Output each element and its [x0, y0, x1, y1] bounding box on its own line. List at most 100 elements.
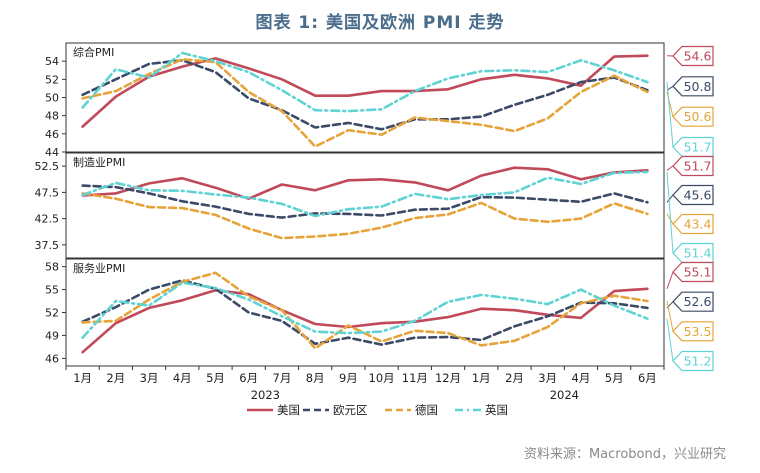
callout-value: 43.4 — [684, 217, 712, 232]
legend-label: 德国 — [415, 403, 438, 417]
legend-item-germany: 德国 — [385, 403, 438, 417]
panel-title: 综合PMI — [73, 45, 114, 59]
end-value-callout-us: 54.6 — [666, 45, 714, 67]
callout-box — [672, 291, 714, 312]
legend-label: 美国 — [277, 403, 300, 417]
callout-box — [672, 76, 714, 97]
series-line-germany — [81, 192, 649, 240]
series-line-germany — [81, 57, 649, 148]
callout-value: 55.1 — [684, 265, 712, 280]
panel-title: 制造业PMI — [73, 155, 125, 169]
callout-value: 51.7 — [684, 159, 712, 174]
x-tick-label: 5月 — [206, 371, 225, 385]
callout-value: 51.7 — [684, 140, 712, 155]
legend-item-us: 美国 — [247, 403, 300, 417]
callout-box — [672, 261, 714, 283]
x-tick-label: 2月 — [505, 371, 524, 385]
callout-value: 53.5 — [684, 324, 712, 339]
callout-leader — [666, 82, 674, 148]
x-tick-label: 1月 — [472, 371, 491, 385]
legend-item-eurozone: 欧元区 — [303, 403, 368, 417]
y-tick-label: 42.5 — [35, 213, 60, 226]
legend: 美国 欧元区 德国 英国 — [247, 403, 508, 417]
callout-box — [672, 184, 714, 206]
callout-value: 45.6 — [684, 188, 712, 203]
y-tick-label: 49 — [45, 329, 59, 342]
x-tick-label: 6月 — [239, 371, 258, 385]
x-axis: 1月 2月 3月 4月 5月 6月 7月 8月 9月 10月 11月 12月 1月 2月 3月 4月 5月 6月 2… — [65, 366, 665, 402]
end-value-callout-germany: 53.5 — [666, 300, 714, 342]
end-value-callout-us: 51.7 — [666, 155, 714, 177]
panel-frame — [65, 258, 665, 367]
legend-label: 英国 — [485, 403, 508, 417]
legend-item-uk: 英国 — [455, 403, 508, 417]
x-tick-label: 3月 — [538, 371, 557, 385]
x-tick-label: 6月 — [638, 371, 657, 385]
y-tick-label: 37.5 — [35, 239, 60, 252]
end-value-callout-us: 55.1 — [666, 261, 714, 289]
x-tick-label: 4月 — [173, 371, 192, 385]
series-line-uk — [81, 51, 649, 113]
series-line-eurozone — [81, 184, 649, 219]
callout-leader — [666, 171, 674, 254]
panel-frame — [65, 152, 665, 259]
x-tick-label: 4月 — [572, 371, 591, 385]
end-value-callout-germany: 43.4 — [666, 213, 714, 235]
callout-value: 51.4 — [684, 246, 712, 261]
y-tick-label: 52 — [45, 307, 59, 320]
x-tick-label: 10月 — [369, 371, 395, 385]
y-tick-label: 58 — [45, 261, 59, 274]
series-line-us — [81, 54, 649, 128]
figure-title: 图表 1: 美国及欧洲 PMI 走势 — [255, 13, 505, 33]
y-tick-label: 48 — [45, 110, 59, 123]
x-tick-label: 12月 — [435, 371, 461, 385]
series-line-eurozone — [81, 279, 649, 346]
callout-box — [672, 45, 714, 67]
end-value-callout-uk: 51.7 — [666, 82, 714, 158]
y-tick-label: 52.5 — [35, 160, 60, 173]
x-tick-label: 11月 — [402, 371, 428, 385]
x-tick-label: 2月 — [106, 371, 125, 385]
year-label-2024: 2024 — [550, 388, 579, 402]
y-tick-label: 47.5 — [35, 186, 60, 199]
x-tick-label: 8月 — [306, 371, 325, 385]
y-tick-label: 46 — [45, 128, 59, 141]
year-label-2023: 2023 — [251, 388, 280, 402]
panel-2: 制造业PMI 37.5 42.5 47.5 52.5 51.7 45.6 43.4 51.4 — [35, 152, 714, 264]
callout-value: 51.2 — [684, 354, 712, 369]
y-tick-label: 52 — [45, 73, 59, 86]
x-tick-label: 1月 — [73, 371, 92, 385]
callout-value: 54.6 — [684, 49, 712, 64]
callout-box — [672, 106, 714, 127]
callout-leader — [666, 300, 674, 332]
x-tick-label: 5月 — [605, 371, 624, 385]
y-tick-label: 50 — [45, 92, 59, 105]
callout-leader — [666, 318, 674, 362]
series-line-uk — [81, 170, 649, 218]
series-line-uk — [81, 281, 649, 340]
callout-box — [672, 155, 714, 177]
end-value-callout-eurozone: 50.8 — [666, 76, 714, 97]
y-tick-label: 54 — [45, 55, 59, 68]
end-value-callout-uk: 51.2 — [666, 318, 714, 372]
callout-box — [672, 321, 714, 342]
callout-leader — [666, 194, 674, 203]
y-tick-label: 46 — [45, 352, 59, 365]
callout-box — [672, 350, 714, 372]
end-value-callout-eurozone: 52.6 — [666, 291, 714, 312]
panel-3: 服务业PMI 46 49 52 55 58 55.1 52.6 53.5 51.2 — [45, 258, 714, 372]
y-tick-label: 55 — [45, 284, 59, 297]
legend-label: 欧元区 — [333, 403, 368, 417]
callout-value: 50.6 — [684, 109, 712, 124]
callout-value: 52.6 — [684, 294, 712, 309]
y-tick-label: 44 — [45, 146, 59, 159]
end-value-callout-eurozone: 45.6 — [666, 184, 714, 206]
series-line-germany — [81, 271, 649, 350]
x-tick-label: 7月 — [273, 371, 292, 385]
callout-leader — [666, 165, 674, 171]
x-tick-label: 9月 — [339, 371, 358, 385]
panel-1: 综合PMI 44 46 48 50 52 54 54.6 50.8 50.6 51.7 — [45, 42, 714, 159]
series-line-us — [81, 166, 649, 200]
callout-box — [672, 213, 714, 235]
